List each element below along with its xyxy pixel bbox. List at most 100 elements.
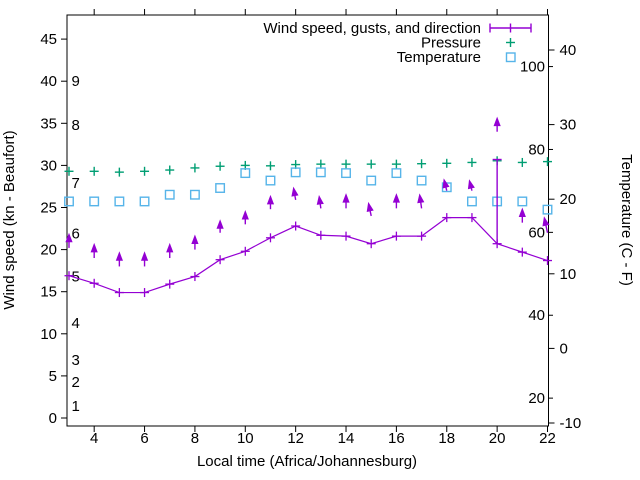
temperature-marker <box>240 168 251 179</box>
temperature-marker <box>265 175 276 186</box>
wind-direction-arrow <box>241 210 249 225</box>
fahrenheit-label: 20 <box>528 390 545 407</box>
plot-area: 4 6 8 10 12 14 16 18 20 2205101520253035404512345… <box>40 9 581 447</box>
legend-marker-wind-errorbar-icon <box>489 23 532 33</box>
wind-direction-arrow <box>316 195 324 209</box>
y-axis-label-right: Temperature (C - F) <box>618 154 635 286</box>
wind-direction-arrow <box>266 194 275 210</box>
pressure-marker <box>467 157 477 167</box>
pressure-marker <box>517 157 527 167</box>
x-tick-label: 12 <box>287 430 304 447</box>
temperature-marker <box>366 175 377 186</box>
wind-point-marker <box>291 221 301 231</box>
wind-point-marker <box>366 239 376 249</box>
pressure-marker <box>341 159 351 169</box>
legend-label-pressure: Pressure <box>421 35 481 52</box>
knots-tick-label: 10 <box>40 326 57 343</box>
wind-direction-arrow <box>342 193 350 209</box>
pressure-marker <box>366 159 376 169</box>
wind-point-marker <box>265 233 275 243</box>
knots-tick-label: 30 <box>40 157 57 174</box>
x-tick-label: 20 <box>489 430 506 447</box>
wind-speed-line <box>68 217 548 294</box>
beaufort-label: 1 <box>72 398 80 415</box>
celsius-tick-label: -10 <box>560 415 582 432</box>
pressure-marker <box>165 165 175 175</box>
wind-direction-arrow <box>467 179 475 191</box>
knots-tick-label: 5 <box>49 368 57 385</box>
pressure-marker <box>543 157 552 167</box>
wind-point-marker <box>417 231 427 241</box>
x-tick-label: 18 <box>438 430 455 447</box>
wind-direction-arrow <box>140 251 149 267</box>
wind-direction-arrow <box>291 186 299 201</box>
temperature-marker <box>466 196 477 207</box>
wind-point-marker <box>215 255 225 265</box>
wind-point-marker <box>442 213 452 223</box>
beaufort-label: 2 <box>72 374 80 391</box>
temperature-marker <box>517 196 528 207</box>
beaufort-label: 9 <box>72 73 80 90</box>
beaufort-label: 7 <box>72 175 80 192</box>
wind-point-marker <box>190 272 200 282</box>
wind-direction-arrow <box>65 232 73 248</box>
x-tick-label: 8 <box>191 430 199 447</box>
fahrenheit-label: 60 <box>528 224 545 241</box>
temperature-marker <box>215 183 226 193</box>
wind-point-marker <box>316 230 326 240</box>
temperature-marker <box>290 167 301 178</box>
pressure-marker <box>215 161 225 171</box>
wind-direction-arrow <box>216 219 224 233</box>
wind-point-marker <box>140 288 150 298</box>
beaufort-label: 4 <box>72 315 80 332</box>
wind-point-marker <box>543 256 552 266</box>
wind-direction-arrow <box>191 234 199 250</box>
legend-marker-temperature-square-icon <box>505 52 516 63</box>
wind-direction-arrow <box>518 207 526 223</box>
plot-frame <box>66 14 549 427</box>
wind-direction-arrow <box>392 193 400 209</box>
temperature-marker <box>139 196 150 207</box>
wind-direction-arrow <box>417 193 425 209</box>
wind-point-marker <box>240 246 250 256</box>
temperature-marker <box>114 196 125 207</box>
legend-label-temperature: Temperature <box>397 49 481 66</box>
wind-direction-arrow <box>115 251 123 267</box>
wind-point-marker <box>341 231 351 241</box>
wind-direction-arrow <box>166 242 174 259</box>
beaufort-label: 6 <box>72 226 80 243</box>
temperature-marker <box>416 175 427 186</box>
pressure-marker <box>114 167 124 177</box>
legend: Wind speed, gusts, and direction Pressur… <box>263 20 532 66</box>
y-axis-label-left: Wind speed (kn - Beaufort) <box>1 130 18 309</box>
wind-point-marker <box>114 288 124 298</box>
temperature-marker <box>315 167 326 178</box>
fahrenheit-label: 40 <box>528 307 545 324</box>
knots-tick-label: 25 <box>40 200 57 217</box>
temperature-marker <box>542 204 553 215</box>
x-tick-label: 16 <box>388 430 405 447</box>
x-tick-label: 14 <box>338 430 355 447</box>
celsius-tick-label: 40 <box>560 42 577 59</box>
celsius-tick-label: 10 <box>560 266 577 283</box>
gust-errorbar <box>492 158 502 244</box>
temperature-marker <box>341 168 351 179</box>
celsius-tick-label: 30 <box>560 117 577 134</box>
fahrenheit-label: 100 <box>520 59 545 76</box>
pressure-marker <box>190 163 200 173</box>
legend-label-wind: Wind speed, gusts, and direction <box>263 20 481 37</box>
wind-point-marker <box>391 231 401 241</box>
x-tick-label: 10 <box>237 430 254 447</box>
knots-tick-label: 35 <box>40 115 57 132</box>
temperature-marker <box>391 168 402 179</box>
pressure-marker <box>64 166 74 176</box>
knots-tick-label: 15 <box>40 284 57 301</box>
x-tick-label: 22 <box>539 430 556 447</box>
wind-point-marker <box>492 239 502 249</box>
wind-direction-arrow <box>90 242 98 259</box>
wind-direction-arrow <box>442 178 450 191</box>
temperature-marker <box>64 196 74 207</box>
fahrenheit-label: 80 <box>528 141 545 158</box>
pressure-marker <box>140 166 150 176</box>
